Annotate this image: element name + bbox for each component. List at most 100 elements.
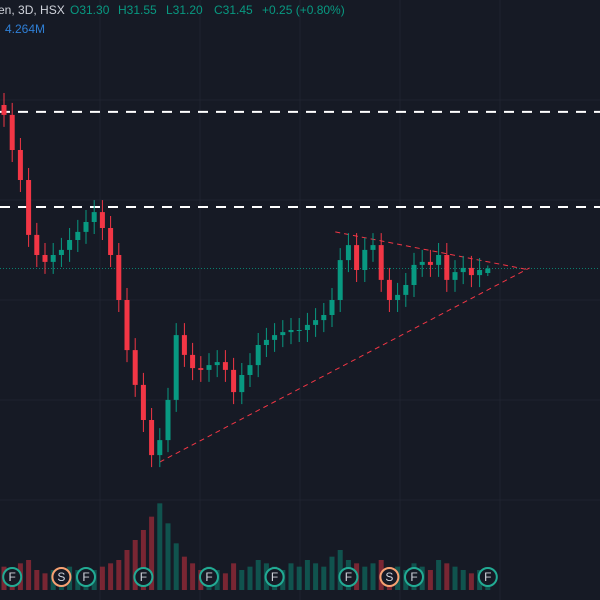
volume-bar (362, 566, 368, 590)
volume-bar (436, 560, 442, 590)
candle-body (247, 365, 253, 375)
candle-body (34, 234, 40, 255)
candle-body (468, 267, 474, 276)
candle-body (427, 261, 433, 265)
event-marker (404, 567, 424, 587)
volume-bar (99, 566, 105, 590)
volume-bar (231, 563, 237, 590)
candle-body (149, 420, 155, 456)
volume-bar (239, 570, 245, 590)
volume-bar (108, 563, 114, 590)
candle-body (354, 245, 360, 270)
candle-body (83, 222, 89, 232)
volume-bar (444, 563, 450, 590)
candle-body (452, 272, 458, 280)
candle-body (91, 212, 97, 222)
event-marker (51, 567, 72, 587)
candle-body (181, 335, 187, 355)
candle-body (485, 268, 491, 273)
candle-body (26, 180, 32, 235)
candle-body (50, 255, 56, 262)
candle-body (329, 300, 335, 315)
candle-body (239, 375, 245, 393)
event-marker (2, 567, 23, 587)
volume-bar (222, 573, 228, 590)
volume-bar (468, 573, 474, 590)
candle-body (296, 330, 302, 331)
volume-bar (313, 563, 319, 590)
volume-bar (42, 573, 48, 590)
candle-body (337, 260, 343, 300)
candle-body (436, 255, 442, 265)
trendline (335, 231, 530, 271)
volume-bar (190, 563, 196, 590)
volume-bar (247, 566, 253, 590)
candle-body (263, 339, 269, 345)
candle-body (17, 150, 23, 180)
candle-body (362, 249, 368, 270)
event-label: S (385, 570, 393, 584)
candle-body (1, 105, 7, 115)
volume-bar (370, 563, 376, 590)
volume-bar (288, 563, 294, 590)
event-marker (338, 567, 359, 587)
event-marker (76, 567, 96, 587)
event-marker (379, 567, 400, 587)
event-label: F (82, 570, 89, 584)
candle-body (313, 320, 319, 325)
header: en, 3D, HSX O31.30 H31.55 L31.20 C31.45 … (0, 3, 345, 36)
candle-body (173, 335, 179, 400)
candle-body (67, 240, 73, 250)
trendline (159, 267, 530, 463)
volume-bar (165, 523, 171, 590)
event-marker (133, 567, 154, 587)
candle-body (157, 440, 163, 456)
volume-bar (181, 556, 187, 590)
volume-bar (157, 503, 163, 590)
candle-body (370, 245, 376, 250)
volume-label: 4.264M (5, 22, 45, 36)
event-label: F (484, 570, 491, 584)
candle-body (140, 384, 146, 420)
candle-body (165, 399, 171, 441)
candle-body (116, 255, 122, 300)
volume-bar (304, 560, 310, 590)
volume-bar (337, 550, 343, 590)
candle-body (132, 350, 138, 385)
candle-body (214, 362, 220, 366)
event-label: F (205, 570, 212, 584)
candle-body (280, 332, 286, 336)
event-label: S (57, 570, 65, 584)
volume-bar (452, 566, 458, 590)
volume-bar (124, 550, 130, 590)
candle-body (345, 245, 351, 261)
event-marker (477, 567, 498, 587)
candle-body (477, 270, 483, 276)
close: C31.45 (214, 3, 253, 17)
volume-bar (132, 540, 138, 590)
change: +0.25 (+0.80%) (262, 3, 345, 17)
volume-bar (34, 570, 40, 590)
candle-body (288, 330, 294, 333)
candle-body (58, 249, 64, 255)
candle-body (231, 369, 237, 393)
candle-body (206, 365, 212, 370)
event-label: F (9, 570, 16, 584)
volume-bar (116, 560, 122, 590)
low: L31.20 (166, 3, 203, 17)
volume-bar (140, 530, 146, 590)
event-marker (199, 567, 219, 587)
candle-body (272, 335, 278, 340)
open: O31.30 (70, 3, 110, 17)
candle-body (190, 354, 196, 369)
candle-body (395, 294, 401, 300)
candle-body (9, 114, 15, 150)
candle-body (255, 345, 261, 366)
candle-body (75, 231, 81, 240)
candle-body (386, 279, 392, 300)
candle-body (108, 228, 114, 255)
candle-body (378, 245, 384, 280)
candle-body (222, 362, 228, 370)
